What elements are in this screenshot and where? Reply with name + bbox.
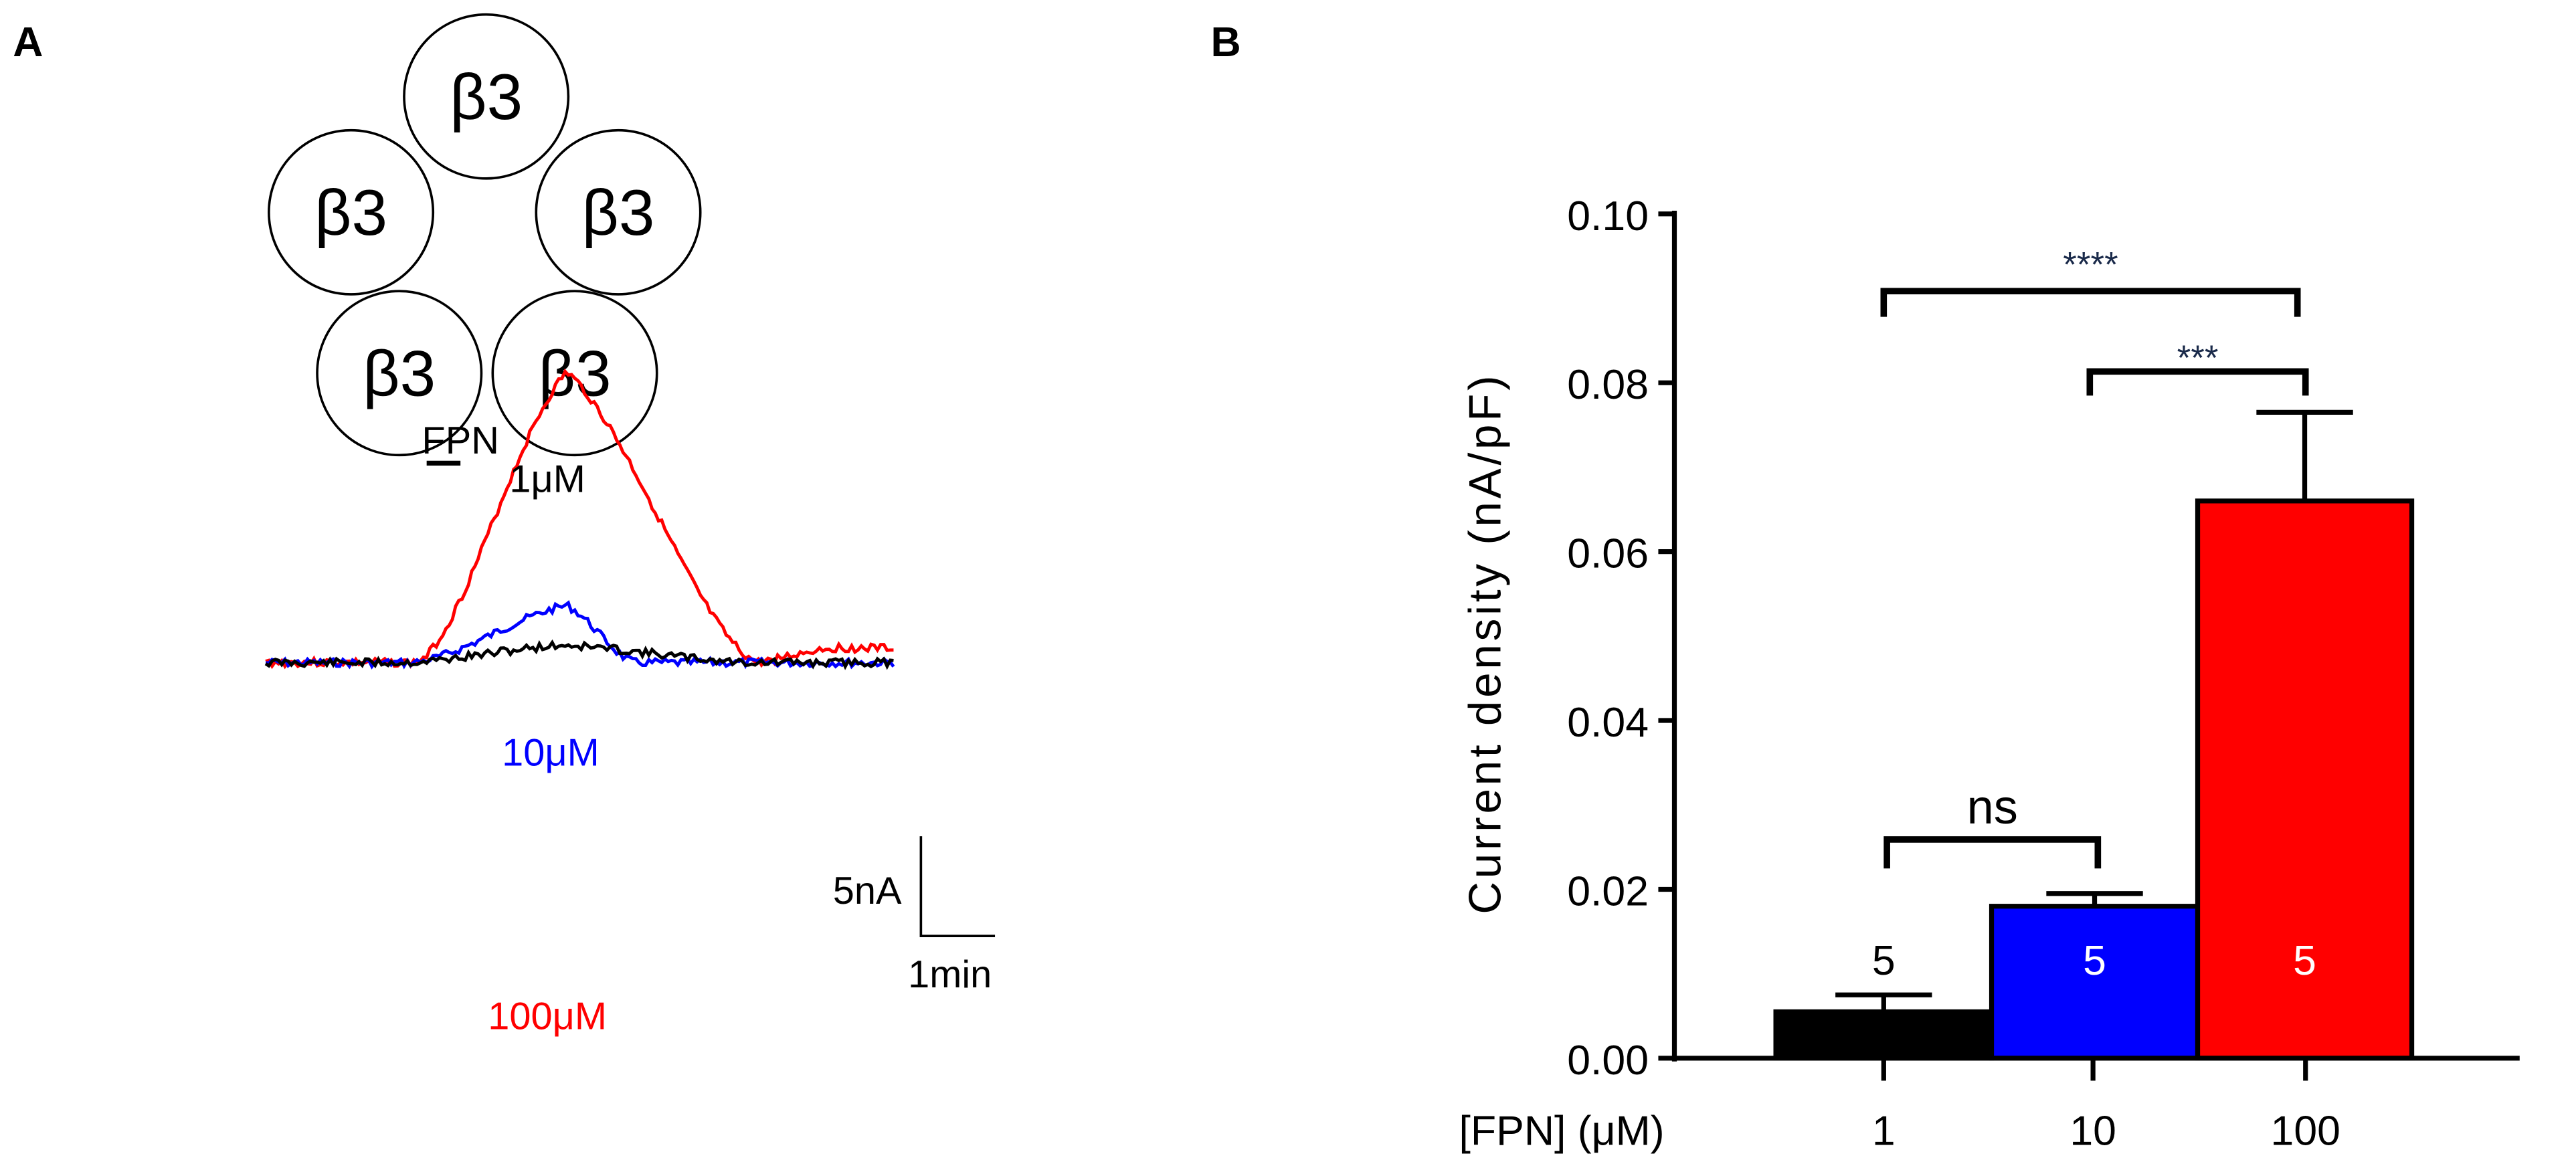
trace-label: 100μM <box>488 995 607 1038</box>
panel-label-b: B <box>1211 19 1241 66</box>
bar-100 <box>2195 498 2415 1061</box>
trace-label: 1μM <box>509 458 585 501</box>
y-axis-label: Current density (nA/pF) <box>1461 373 1511 914</box>
subunit-label: β3 <box>582 177 655 249</box>
y-tick-label: 0.06 <box>1567 530 1649 577</box>
drug-label: FPN <box>422 419 498 462</box>
subunit-circle <box>403 13 570 180</box>
panel-label-a: A <box>13 19 43 66</box>
trace-10μM <box>265 600 895 670</box>
scale-bar-current-label: 5nA <box>833 870 902 912</box>
y-tick-label: 0.04 <box>1567 699 1649 746</box>
x-axis-label: [FPN] (μM) <box>1459 1108 1665 1155</box>
n-label: 5 <box>2293 937 2316 984</box>
y-tick-label: 0.08 <box>1567 361 1649 408</box>
significance-bracket <box>1880 288 2301 317</box>
x-tick-label: 10 <box>2069 1108 2116 1155</box>
trace-100μM <box>265 369 894 670</box>
n-label: 5 <box>2083 937 2106 984</box>
subunit-label: β3 <box>450 62 523 133</box>
trace-1μM <box>264 639 894 670</box>
significance-bracket <box>2086 368 2309 396</box>
significance-label: **** <box>2063 246 2118 285</box>
y-tick-label: 0.02 <box>1567 868 1649 915</box>
trace-label: 10μM <box>502 731 600 774</box>
significance-label: ns <box>1967 781 2018 834</box>
subunit-label: β3 <box>314 177 387 249</box>
subunit-label: β3 <box>363 338 436 409</box>
x-tick-label: 100 <box>2271 1108 2340 1155</box>
scale-bar-time-label: 1min <box>908 953 992 996</box>
subunit-circle <box>316 290 483 457</box>
subunit-circle <box>491 290 658 457</box>
scale-bar <box>919 836 996 937</box>
subunit-circle <box>268 128 435 296</box>
subunit-circle <box>535 128 702 296</box>
significance-bracket <box>1883 836 2102 869</box>
x-tick-label: 1 <box>1872 1108 1896 1155</box>
significance-label: *** <box>2177 338 2219 378</box>
bar-1 <box>1773 1009 1995 1061</box>
y-tick-label: 0.00 <box>1567 1037 1649 1084</box>
bar-chart: 5 5 5 0.00 0.02 0.04 0.06 0.08 0.10 1 10 100 [FPN] (… <box>1459 193 2520 1155</box>
n-label: 5 <box>1872 937 1896 984</box>
y-tick-label: 0.10 <box>1567 193 1649 239</box>
